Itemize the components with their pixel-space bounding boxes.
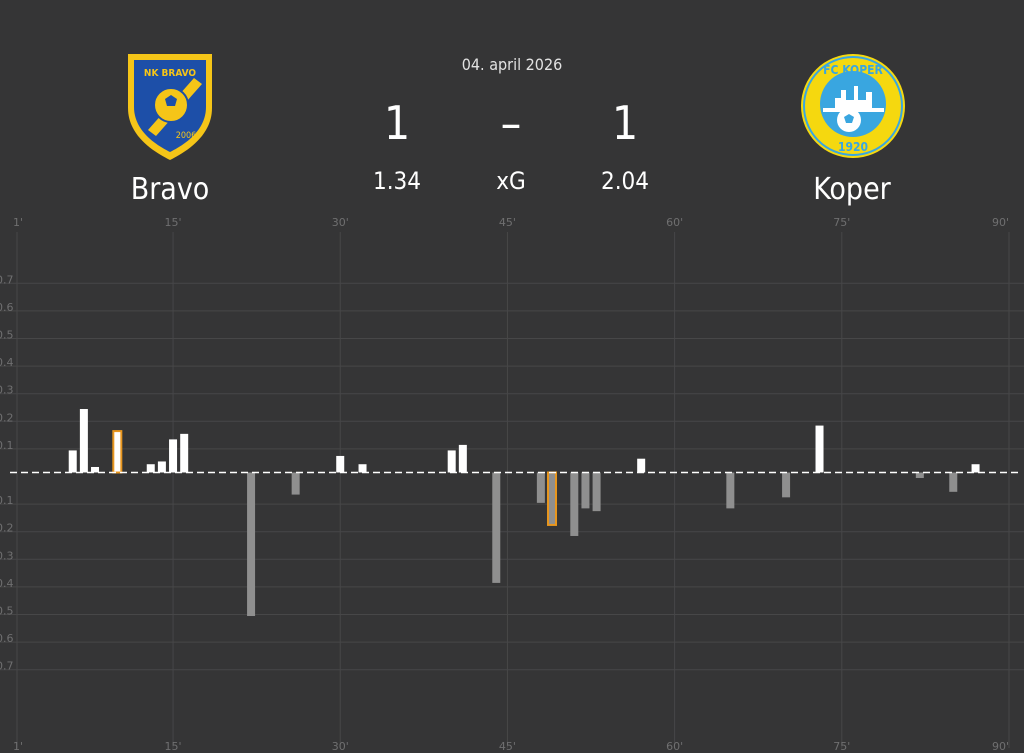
y-tick-label: 0.6 [0,632,14,645]
away-shot-bar [592,472,601,512]
away-shot-bar [915,472,924,479]
away-team-name: Koper [813,172,891,207]
x-tick-label: 90' [992,216,1009,229]
x-tick-label: 75' [833,216,850,229]
y-tick-label: 0.2 [0,411,14,424]
chart-bars [68,409,980,617]
x-tick-label: 75' [833,740,850,753]
x-tick-label: 15' [165,216,182,229]
xg-label: xG [496,167,526,195]
home-shot-bar [146,464,155,473]
y-tick-label: 0.7 [0,660,14,673]
home-shot-bar [180,433,189,473]
home-score: 1 [383,96,411,150]
y-tick-label: 0.5 [0,329,14,342]
away-shot-bar [247,472,256,617]
svg-text:2006: 2006 [176,131,197,141]
match-date: 04. april 2026 [461,55,563,74]
home-shot-bar [815,425,824,473]
svg-text:FC KOPER: FC KOPER [823,63,883,77]
y-tick-label: 0.3 [0,384,14,397]
x-tick-label: 60' [666,740,683,753]
home-xg: 1.34 [372,167,422,195]
y-tick-label: 0.1 [0,439,14,452]
fc-koper-crest-icon: FC KOPER 1920 [801,54,905,158]
away-shot-bar [949,472,958,492]
y-tick-label: 0.6 [0,301,14,314]
x-tick-label: 90' [992,740,1009,753]
x-tick-label: 30' [332,740,349,753]
svg-text:NK BRAVO: NK BRAVO [144,68,196,79]
away-shot-bar [536,472,545,503]
y-tick-label: 0.1 [0,494,14,507]
home-shot-bar-goal [112,430,123,474]
x-tick-label: 60' [666,216,683,229]
home-shot-bar [169,439,178,473]
away-shot-bar [492,472,501,583]
home-shot-bar [637,458,646,473]
home-shot-bar [358,464,367,473]
x-tick-label: 45' [499,740,516,753]
away-xg: 2.04 [600,167,650,195]
y-tick-label: 0.2 [0,522,14,535]
away-shot-bar [581,472,590,509]
away-score: 1 [611,96,639,150]
away-shot-bar [782,472,791,498]
home-shot-bar [447,450,456,473]
away-shot-bar [570,472,579,536]
chart-grid [0,232,1024,748]
x-tick-label: 15' [165,740,182,753]
away-shot-bar [291,472,300,495]
y-tick-label: 0.7 [0,273,14,286]
away-shot-bar [726,472,735,509]
home-shot-bar [68,450,77,473]
nk-bravo-crest-icon: NK BRAVO 2006 [128,54,212,160]
x-tick-label: 30' [332,216,349,229]
chart-tick-labels: 1' 1' 15' 15' 30' 30' 45' 45' 60' 60' 75' 75' 90' 90'… [0,216,1009,753]
home-shot-bar [79,409,88,473]
home-shot-bar [336,455,345,473]
away-shot-bar-goal [547,471,558,526]
home-shot-bar [971,464,980,473]
home-shot-bar [458,444,467,473]
home-shot-bar [91,466,100,473]
y-tick-label: 0.5 [0,605,14,618]
x-tick-label: 1' [13,216,23,229]
home-team-name: Bravo [130,172,210,207]
home-shot-bar [157,461,166,473]
x-tick-label: 1' [13,740,23,753]
y-tick-label: 0.4 [0,577,14,590]
y-tick-label: 0.4 [0,356,14,369]
x-tick-label: 45' [499,216,516,229]
svg-text:1920: 1920 [838,140,868,154]
y-tick-label: 0.3 [0,549,14,562]
score-separator: – [500,96,522,150]
